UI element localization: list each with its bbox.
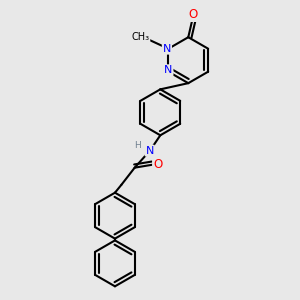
- Text: H: H: [134, 141, 141, 150]
- Text: CH₃: CH₃: [131, 32, 149, 42]
- Text: N: N: [163, 44, 171, 54]
- Text: O: O: [188, 8, 197, 21]
- Text: O: O: [153, 158, 162, 171]
- Text: N: N: [164, 65, 172, 75]
- Text: N: N: [146, 146, 154, 156]
